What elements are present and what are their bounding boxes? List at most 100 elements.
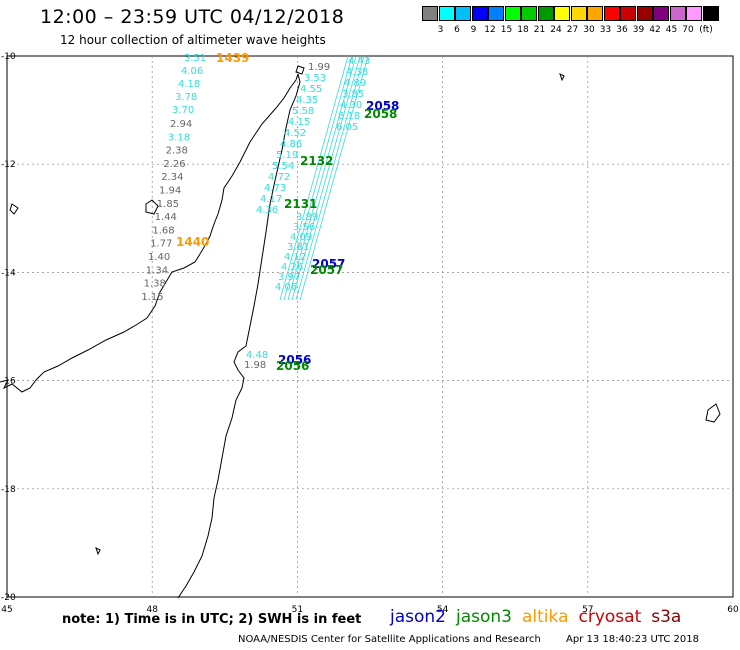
wave-height-value: 1.99 — [308, 62, 330, 73]
pass-time-label: 2056 — [278, 353, 311, 367]
colorbar-swatch — [570, 6, 587, 21]
lat-tick-label: -16 — [1, 377, 16, 387]
wave-height-value: 4.09 — [290, 232, 312, 243]
colorbar-label: 15 — [500, 25, 513, 35]
wave-height-value: 4.15 — [288, 117, 310, 128]
legend-jason3: jason3 — [456, 607, 512, 627]
legend-cryosat: cryosat — [578, 607, 642, 627]
wave-height-value: 4.52 — [284, 128, 306, 139]
wave-height-value: 4.36 — [256, 205, 278, 216]
colorbar-label: 42 — [649, 25, 661, 35]
colorbar-swatch — [488, 6, 504, 21]
colorbar-label: 36 — [616, 25, 628, 35]
wave-height-value: 1.34 — [146, 265, 168, 276]
wave-height-value: 4.86 — [280, 139, 302, 150]
colorbar-swatch — [455, 6, 471, 21]
colorbar-label: 70 — [682, 25, 694, 35]
wave-height-value: 2.26 — [163, 159, 185, 170]
wave-height-value: 3.81 — [287, 242, 309, 253]
lat-tick-label: -12 — [1, 160, 16, 170]
lat-tick-label: -18 — [1, 485, 16, 495]
wave-height-value: 1.98 — [244, 360, 266, 371]
map-frame — [6, 55, 734, 598]
pass-time-label: 2057 — [310, 263, 343, 277]
colorbar-unit: (ft) — [699, 25, 713, 35]
wave-height-value: 2.94 — [170, 119, 192, 130]
colorbar-swatch — [422, 6, 438, 21]
colorbar-swatch — [471, 6, 488, 21]
reunion-edge — [705, 403, 721, 423]
colorbar-label: 39 — [632, 25, 645, 35]
colorbar-label: 6 — [454, 25, 460, 35]
wave-height-value: 4.89 — [344, 78, 366, 89]
glorioso-islet — [295, 65, 305, 75]
coastline — [0, 65, 721, 599]
colorbar-label: 27 — [566, 25, 579, 35]
wave-height-value: 4.35 — [296, 95, 318, 106]
lon-tick-label: 48 — [146, 605, 158, 615]
wave-height-value: 3.18 — [168, 132, 190, 143]
wave-height-value: 1.38 — [144, 279, 166, 290]
colorbar-swatch — [554, 6, 570, 21]
timestamp: Apr 13 18:40:23 UTC 2018 — [566, 634, 699, 645]
wave-height-value: 1.94 — [159, 186, 181, 197]
colorbar-swatch — [653, 6, 669, 21]
wave-height-value: 4.06 — [275, 282, 297, 293]
colorbar-label: 30 — [583, 25, 595, 35]
wave-height-value: 4.26 — [281, 262, 303, 273]
wave-height-value: 3.51 — [184, 53, 206, 64]
map-title: 12:00 – 23:59 UTC 04/12/2018 — [40, 6, 345, 28]
wave-height-value: 3.70 — [172, 105, 194, 116]
legend-s3a: s3a — [651, 607, 682, 627]
wave-height-value: 4.48 — [246, 350, 268, 361]
lon-tick-label: 45 — [1, 605, 12, 615]
credit-text: NOAA/NESDIS Center for Satellite Applica… — [238, 634, 541, 645]
wave-height-value: 6.18 — [338, 111, 360, 122]
wave-height-value: 3.89 — [296, 212, 318, 223]
wave-height-value: 4.30 — [340, 100, 362, 111]
wave-height-value: 1.85 — [157, 199, 179, 210]
wave-height-value: 4.72 — [268, 172, 290, 183]
colorbar-swatch — [620, 6, 636, 21]
small-islet — [95, 547, 101, 556]
wave-height-value: 5.19 — [276, 150, 298, 161]
pass-time-label: 2131 — [284, 197, 317, 211]
wave-height-value: 5.58 — [292, 106, 314, 117]
colorbar-swatch — [587, 6, 603, 21]
colorbar-label: 18 — [517, 25, 529, 35]
colorbar-swatch — [537, 6, 554, 21]
wave-height-value: 3.78 — [175, 92, 197, 103]
map-subtitle: 12 hour collection of altimeter wave hei… — [60, 33, 326, 47]
lon-tick-label: 51 — [292, 605, 303, 615]
pass-time-label: 2132 — [300, 154, 333, 168]
wave-height-value: 1.15 — [141, 292, 163, 303]
small-islet — [9, 203, 19, 215]
colorbar-swatch — [438, 6, 455, 21]
satellite-legend: jason2 jason3 altika cryosat s3a — [390, 607, 691, 627]
wave-height-value: 4.55 — [300, 84, 322, 95]
satellite-track-lines — [279, 55, 369, 301]
wave-height-observations: 3.51 4.06 4.18 3.78 3.70 2.94 3.18 2.38 2.26 2.34… — [141, 53, 370, 371]
colorbar-swatch — [636, 6, 653, 21]
legend-jason2: jason2 — [390, 607, 446, 627]
colorbar-swatch — [702, 6, 719, 21]
lon-tick-label: 60 — [727, 605, 739, 615]
wave-height-value: 4.38 — [346, 67, 368, 78]
wave-height-value: 1.77 — [150, 239, 172, 250]
colorbar-label: 24 — [550, 25, 562, 35]
pass-time-label: 2058 — [364, 107, 397, 121]
wave-height-value: 4.12 — [284, 252, 306, 263]
colorbar-label: 33 — [599, 25, 612, 35]
wave-height-value: 4.43 — [348, 56, 370, 67]
legend-altika: altika — [522, 607, 569, 627]
footer-note: note: 1) Time is in UTC; 2) SWH is in fe… — [62, 612, 362, 627]
pass-time-label: 1439 — [216, 51, 249, 65]
lat-tick-label: -14 — [1, 268, 16, 278]
colorbar-swatch — [669, 6, 686, 21]
wave-height-value: 3.53 — [304, 73, 326, 84]
colorbar-swatch — [686, 6, 702, 21]
wave-height-value: 4.06 — [181, 66, 203, 77]
wave-height-value: 4.18 — [178, 79, 200, 90]
